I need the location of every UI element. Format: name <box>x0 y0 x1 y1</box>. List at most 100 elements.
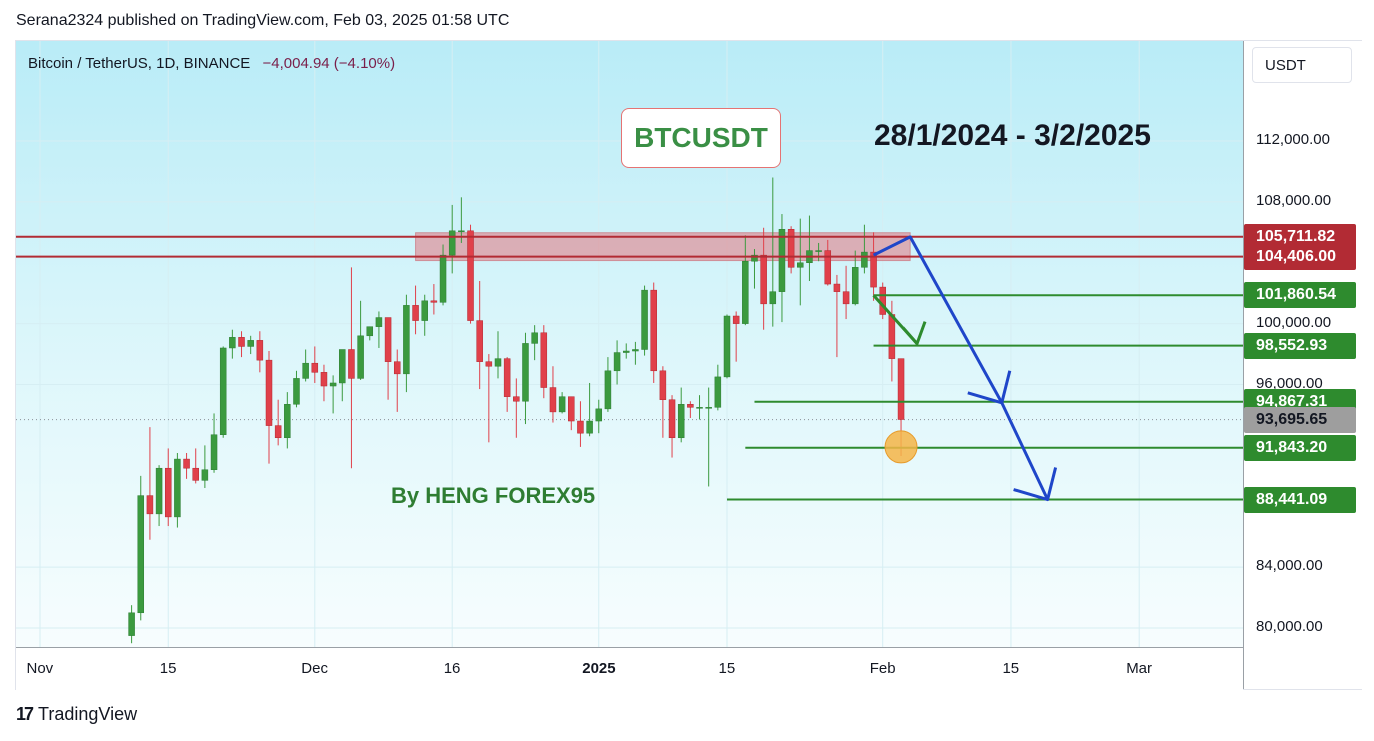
candle-body <box>329 382 337 387</box>
currency-button[interactable]: USDT <box>1252 47 1352 83</box>
candle-body <box>586 420 593 434</box>
tradingview-logo-icon[interactable]: 17 <box>16 704 34 724</box>
publish-header: Serana2324 published on TradingView.com,… <box>16 12 510 29</box>
candle-body <box>870 251 877 288</box>
candle-body <box>430 300 438 303</box>
candle-body <box>650 289 657 372</box>
author-annotation: By HENG FOREX95 <box>391 483 596 508</box>
candle-body <box>613 352 621 372</box>
support-price-label: 101,860.54 <box>1244 282 1356 309</box>
candle-body <box>485 361 493 367</box>
candle-body <box>366 326 374 337</box>
candle-body <box>815 250 822 252</box>
candle-body <box>797 262 804 268</box>
candle-body <box>219 347 227 435</box>
symbol-name[interactable]: Bitcoin / TetherUS, 1D, BINANCE <box>28 55 251 72</box>
candle-body <box>787 229 795 268</box>
candle-body <box>622 350 630 353</box>
price-tick-label: 80,000.00 <box>1256 618 1323 635</box>
candle-body <box>861 251 868 268</box>
candle-body <box>348 349 355 379</box>
candle-body <box>641 289 648 350</box>
time-tick-label: 15 <box>718 660 736 677</box>
candle-body <box>448 230 456 256</box>
time-tick-label: Dec <box>301 660 328 677</box>
symbol-info: Bitcoin / TetherUS, 1D, BINANCE −4,004.9… <box>28 55 395 72</box>
candle-body <box>412 305 419 321</box>
date-range-annotation: 28/1/2024 - 3/2/2025 <box>874 119 1151 152</box>
time-tick-label: 15 <box>159 660 177 677</box>
price-change: −4,004.94 (−4.10%) <box>262 55 396 72</box>
candle-body <box>696 407 703 409</box>
candle-body <box>558 396 566 413</box>
candle-body <box>357 335 364 379</box>
chart-frame: Bitcoin / TetherUS, 1D, BINANCE −4,004.9… <box>15 40 1362 690</box>
price-marker <box>884 430 918 464</box>
candle-body <box>174 458 181 518</box>
time-tick-label: Nov <box>26 660 54 677</box>
candle-body <box>778 229 786 292</box>
candle-body <box>687 404 694 408</box>
candle-body <box>421 300 428 321</box>
footer: 17 TradingView <box>16 704 137 725</box>
candle-body <box>311 362 319 373</box>
candle-body <box>769 291 777 305</box>
candle-body <box>247 340 254 347</box>
price-tick-label: 100,000.00 <box>1256 313 1332 331</box>
candle-body <box>751 254 758 262</box>
candle-body <box>467 230 474 321</box>
price-axis[interactable]: USDT 112,000.00 108,000.00 100,000.00 96,00… <box>1243 41 1362 689</box>
candle-body <box>632 349 639 352</box>
candle-body <box>595 408 603 422</box>
candle-body <box>164 467 172 518</box>
time-tick-label: 2025 <box>582 660 616 677</box>
candle-body <box>375 317 383 327</box>
candle-body <box>888 314 896 359</box>
time-tick-label: 15 <box>1002 660 1020 677</box>
candle-body <box>192 467 199 481</box>
price-tick-label: 112,000.00 <box>1256 131 1330 148</box>
candle-body <box>503 358 511 397</box>
current-price-label: 93,695.65 <box>1244 406 1356 433</box>
support-price-label: 98,552.93 <box>1244 332 1356 359</box>
time-tick-label: Mar <box>1126 660 1153 677</box>
candle-body <box>393 361 401 375</box>
small-arrow-head <box>901 321 927 347</box>
title-annotation: BTCUSDT <box>621 108 781 168</box>
candle-body <box>183 458 190 469</box>
candle-body <box>458 230 465 233</box>
chart-svg <box>16 41 1243 647</box>
candle-body <box>302 362 309 379</box>
candle-body <box>201 469 209 481</box>
candle-body <box>403 305 410 375</box>
candle-body <box>229 337 236 349</box>
candle-body <box>897 358 905 420</box>
candle-body <box>137 495 145 614</box>
candle-body <box>293 378 300 405</box>
candle-body <box>513 396 520 402</box>
candle-body <box>274 425 282 439</box>
candle-body <box>668 399 676 439</box>
projection-path <box>872 235 1049 501</box>
footer-brand[interactable]: TradingView <box>38 704 138 724</box>
candle-body <box>146 495 154 515</box>
candle-body <box>531 332 538 344</box>
plot-area[interactable]: Bitcoin / TetherUS, 1D, BINANCE −4,004.9… <box>16 41 1243 647</box>
time-axis[interactable]: Nov 15 Dec 16 2025 15 Feb 15 Mar <box>16 647 1243 690</box>
candle-body <box>659 370 667 400</box>
resistance-price-label: 104,406.00 <box>1244 243 1356 270</box>
candle-body <box>732 315 740 324</box>
candle-body <box>320 372 328 387</box>
candle-body <box>549 387 557 413</box>
candle-body <box>522 343 529 402</box>
candle-body <box>439 254 447 303</box>
candle-body <box>476 320 483 362</box>
candle-body <box>833 283 841 292</box>
support-price-label: 91,843.20 <box>1244 434 1356 461</box>
candle-body <box>714 376 722 408</box>
projection-arrowhead <box>967 370 1012 405</box>
candle-body <box>677 404 685 439</box>
candle-body <box>760 254 767 305</box>
candle-body <box>339 349 346 384</box>
candle-body <box>851 267 859 305</box>
